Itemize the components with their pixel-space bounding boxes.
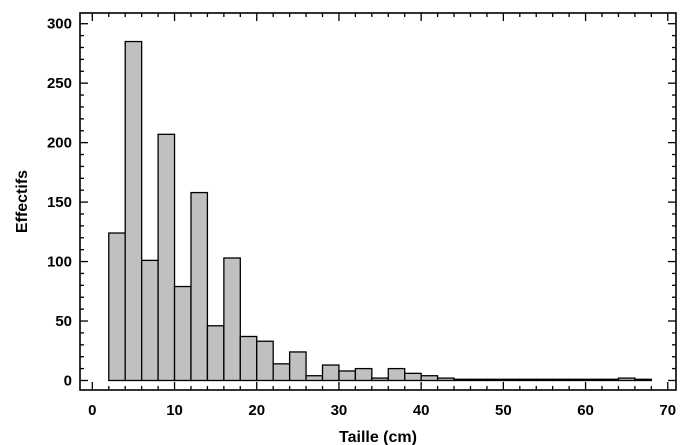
x-tick-label: 70 [659, 402, 676, 419]
histogram-bar [502, 378, 521, 382]
x-axis-label: Taille (cm) [339, 429, 417, 445]
x-tick-label: 40 [413, 402, 430, 419]
y-tick-label: 0 [64, 372, 72, 389]
x-tick-label: 10 [166, 402, 183, 419]
x-tick-label: 0 [88, 402, 96, 419]
bars-group [108, 40, 652, 382]
y-tick-label: 100 [47, 254, 72, 271]
histogram-bar [453, 378, 472, 382]
histogram-bar [288, 351, 307, 382]
histogram-bar [387, 367, 406, 382]
y-axis-label: Effectifs [14, 170, 31, 233]
histogram-bar [256, 340, 274, 382]
histogram-bar [141, 259, 159, 382]
histogram-bar [469, 378, 488, 382]
histogram-bar [552, 378, 570, 382]
histogram-bar [371, 377, 389, 382]
histogram-bar [305, 375, 324, 382]
histogram-bar [223, 257, 241, 382]
histogram-bar [584, 378, 603, 382]
y-tick-label: 250 [47, 75, 72, 92]
histogram-bar [173, 285, 192, 382]
x-tick-label: 20 [248, 402, 265, 419]
histogram-bar [486, 378, 505, 382]
histogram-bar [617, 377, 636, 382]
histogram-bar [404, 372, 422, 382]
histogram-bar [321, 364, 340, 382]
histogram-bar [338, 370, 357, 382]
plot-frame [79, 12, 677, 391]
histogram-bar [206, 325, 225, 382]
histogram-bar [108, 232, 126, 382]
histogram-bar [190, 191, 209, 382]
y-tick-label: 50 [55, 313, 72, 330]
y-tick-label: 200 [47, 135, 72, 152]
histogram-bar [519, 378, 537, 382]
histogram-bar [420, 375, 439, 382]
tick-labels-group: 0 10 20 30 40 50 60 70 0 50 100 150 200 250 300 [47, 16, 676, 419]
histogram-bar [634, 378, 652, 382]
y-tick-label: 150 [47, 194, 72, 211]
x-tick-label: 30 [331, 402, 348, 419]
histogram-bar [535, 378, 554, 382]
y-tick-label: 300 [47, 16, 72, 33]
histogram-bar [436, 377, 455, 382]
x-tick-label: 50 [495, 402, 512, 419]
histogram-bar [124, 40, 143, 382]
histogram-bar [157, 133, 176, 382]
histogram-bar [272, 363, 291, 382]
histogram-bar [601, 378, 620, 382]
histogram-bar [354, 367, 373, 382]
histogram-bar [239, 335, 258, 382]
histogram-bar [568, 378, 587, 382]
x-tick-label: 60 [577, 402, 594, 419]
